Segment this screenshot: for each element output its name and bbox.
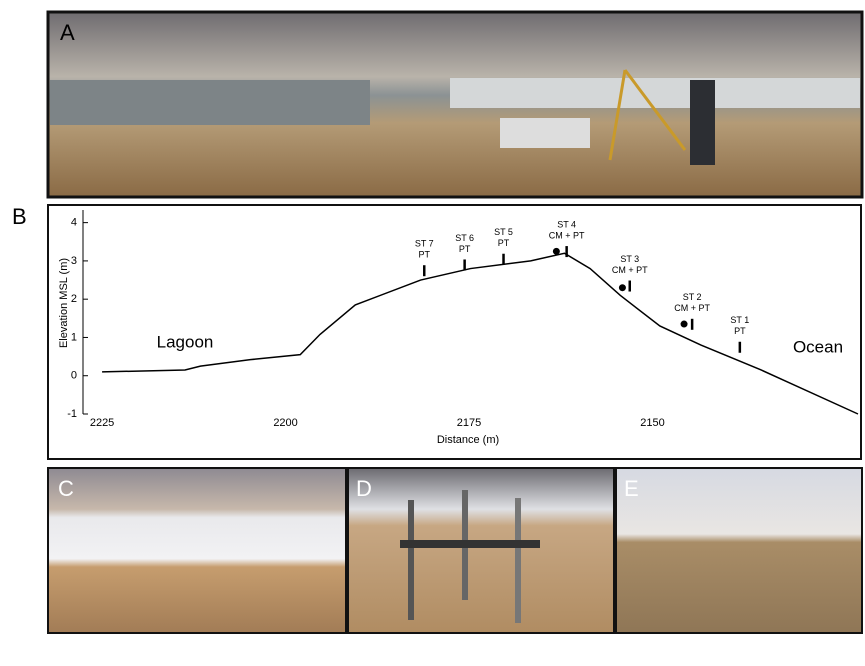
- station-label: ST 1: [730, 315, 749, 325]
- photo-d: [347, 467, 615, 634]
- y-tick-label: 1: [71, 331, 77, 343]
- y-tick-label: 3: [71, 255, 77, 267]
- panel-label: D: [356, 476, 372, 501]
- station-sensors: CM + PT: [549, 230, 585, 240]
- cm-sensor: [680, 320, 688, 328]
- station-sensors: CM + PT: [674, 303, 710, 313]
- panel-label: A: [60, 20, 75, 45]
- panel-label: B: [12, 204, 27, 229]
- station-label: ST 3: [620, 254, 639, 264]
- x-axis-title: Distance (m): [437, 434, 499, 446]
- y-tick-label: -1: [67, 408, 77, 420]
- y-tick-label: 2: [71, 293, 77, 305]
- station-sensors: PT: [734, 326, 746, 336]
- y-axis-title: Elevation MSL (m): [58, 258, 70, 348]
- annotation: Ocean: [793, 337, 843, 356]
- cm-sensor: [618, 284, 626, 292]
- station-sensors: PT: [459, 244, 471, 254]
- station-label: ST 4: [557, 219, 576, 229]
- station-sensors: CM + PT: [612, 265, 648, 275]
- station-label: ST 7: [415, 239, 434, 249]
- x-tick-label: 2225: [90, 417, 114, 429]
- cm-sensor: [552, 247, 560, 255]
- annotation: Lagoon: [157, 332, 214, 351]
- station-sensors: PT: [419, 250, 431, 260]
- y-tick-label: 4: [71, 217, 77, 229]
- station-label: ST 6: [455, 233, 474, 243]
- photo-c: [47, 467, 347, 634]
- station-sensors: PT: [498, 238, 510, 248]
- station-label: ST 2: [683, 292, 702, 302]
- y-tick-label: 0: [71, 370, 77, 382]
- photo-a: [46, 10, 864, 199]
- panel-label: C: [58, 476, 74, 501]
- profile-line: [102, 252, 859, 415]
- photo-e: [615, 467, 863, 634]
- station-label: ST 5: [494, 227, 513, 237]
- panel-label: E: [624, 476, 639, 501]
- x-tick-label: 2175: [457, 417, 481, 429]
- chart-frame: [47, 204, 862, 460]
- x-tick-label: 2200: [273, 417, 297, 429]
- x-tick-label: 2150: [640, 417, 664, 429]
